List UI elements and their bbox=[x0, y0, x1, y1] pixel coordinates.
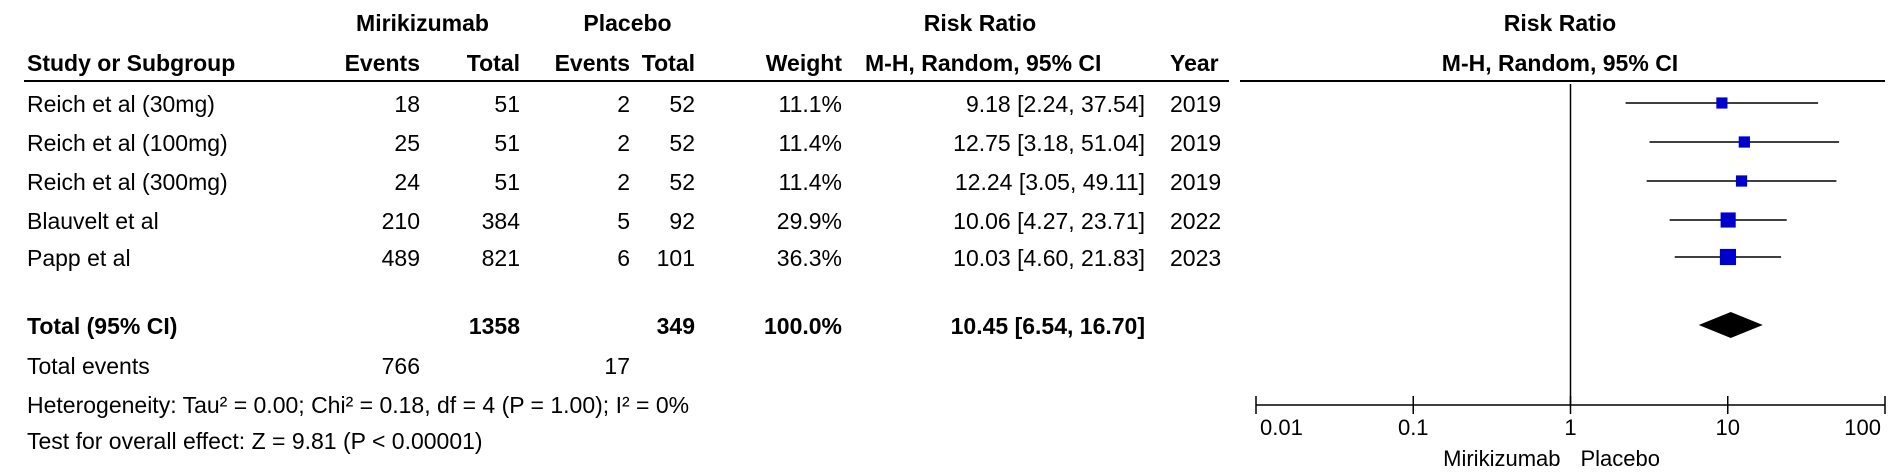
study-total2: 92 bbox=[669, 208, 695, 234]
header-rule-right bbox=[1240, 80, 1885, 82]
study-events2: 2 bbox=[617, 91, 630, 117]
study-events2: 2 bbox=[617, 130, 630, 156]
total-events2: 17 bbox=[604, 353, 630, 379]
study-name: Reich et al (300mg) bbox=[27, 169, 228, 195]
study-name: Reich et al (30mg) bbox=[27, 91, 215, 117]
risk-ratio-header-right: Risk Ratio bbox=[1503, 10, 1617, 36]
study-total2: 52 bbox=[669, 91, 695, 117]
x-tick-label: 0.1 bbox=[1398, 415, 1429, 440]
study-events2: 5 bbox=[617, 208, 630, 234]
x-tick-label: 1 bbox=[1564, 415, 1576, 440]
study-events1: 24 bbox=[394, 169, 420, 195]
risk-ratio-header-left: Risk Ratio bbox=[923, 10, 1037, 36]
study-total1: 51 bbox=[494, 91, 520, 117]
study-total2: 101 bbox=[656, 245, 695, 271]
year-column-header: Year bbox=[1170, 50, 1219, 76]
study-weight: 29.9% bbox=[776, 208, 842, 234]
total-label: Total (95% CI) bbox=[27, 313, 178, 339]
study-year: 2019 bbox=[1170, 91, 1222, 117]
study-events1: 210 bbox=[381, 208, 420, 234]
total-ci: 10.45 [6.54, 16.70] bbox=[950, 313, 1145, 339]
study-total1: 821 bbox=[481, 245, 520, 271]
favours-left-label: Mirikizumab bbox=[1443, 446, 1560, 471]
study-ci: 10.03 [4.60, 21.83] bbox=[953, 245, 1145, 271]
study-events2: 2 bbox=[617, 169, 630, 195]
x-tick-label: 10 bbox=[1716, 415, 1740, 440]
events1-column-header: Events bbox=[344, 50, 420, 76]
total-weight: 100.0% bbox=[763, 313, 842, 339]
header-rule-left bbox=[24, 80, 1229, 82]
x-tick-label: 100 bbox=[1844, 415, 1881, 440]
study-year: 2022 bbox=[1170, 208, 1222, 234]
study-total1: 51 bbox=[494, 169, 520, 195]
study-marker bbox=[1735, 175, 1748, 187]
study-events1: 25 bbox=[394, 130, 420, 156]
weight-column-header: Weight bbox=[765, 50, 842, 76]
total-total1: 1358 bbox=[468, 313, 520, 339]
overall-effect-text: Test for overall effect: Z = 9.81 (P < 0… bbox=[27, 428, 483, 454]
heterogeneity-text: Heterogeneity: Tau² = 0.00; Chi² = 0.18,… bbox=[27, 392, 690, 418]
study-weight: 11.4% bbox=[778, 169, 842, 195]
group1-header: Mirikizumab bbox=[356, 10, 489, 36]
study-total2: 52 bbox=[669, 130, 695, 156]
study-total1: 384 bbox=[481, 208, 520, 234]
study-marker bbox=[1719, 248, 1737, 266]
method-column-header-right: M-H, Random, 95% CI bbox=[1441, 50, 1679, 76]
group2-header: Placebo bbox=[583, 10, 672, 36]
study-name: Reich et al (100mg) bbox=[27, 130, 228, 156]
study-ci: 12.24 [3.05, 49.11] bbox=[954, 169, 1145, 195]
study-ci: 10.06 [4.27, 23.71] bbox=[953, 208, 1145, 234]
total2-column-header: Total bbox=[641, 50, 695, 76]
study-year: 2019 bbox=[1170, 130, 1222, 156]
method-column-header-left: M-H, Random, 95% CI bbox=[865, 50, 1102, 76]
study-ci: 12.75 [3.18, 51.04] bbox=[953, 130, 1145, 156]
study-marker bbox=[1720, 212, 1736, 228]
study-marker bbox=[1738, 136, 1750, 148]
study-weight: 11.4% bbox=[778, 130, 842, 156]
study-marker bbox=[1716, 97, 1728, 109]
total-events-label: Total events bbox=[27, 353, 150, 379]
total-events1: 766 bbox=[381, 353, 420, 379]
study-name: Blauvelt et al bbox=[27, 208, 159, 234]
study-year: 2023 bbox=[1170, 245, 1222, 271]
study-ci: 9.18 [2.24, 37.54] bbox=[965, 91, 1145, 117]
favours-right-label: Placebo bbox=[1581, 446, 1661, 471]
study-events1: 489 bbox=[381, 245, 420, 271]
x-tick-label: 0.01 bbox=[1260, 415, 1303, 440]
events2-column-header: Events bbox=[554, 50, 630, 76]
study-events1: 18 bbox=[394, 91, 420, 117]
total-total2: 349 bbox=[656, 313, 695, 339]
study-total2: 52 bbox=[669, 169, 695, 195]
study-weight: 36.3% bbox=[776, 245, 842, 271]
study-column-header: Study or Subgroup bbox=[27, 50, 236, 76]
study-total1: 51 bbox=[494, 130, 520, 156]
study-events2: 6 bbox=[617, 245, 630, 271]
study-name: Papp et al bbox=[27, 245, 131, 271]
total1-column-header: Total bbox=[466, 50, 520, 76]
study-year: 2019 bbox=[1170, 169, 1222, 195]
study-weight: 11.1% bbox=[778, 91, 842, 117]
pooled-diamond bbox=[1698, 312, 1763, 338]
